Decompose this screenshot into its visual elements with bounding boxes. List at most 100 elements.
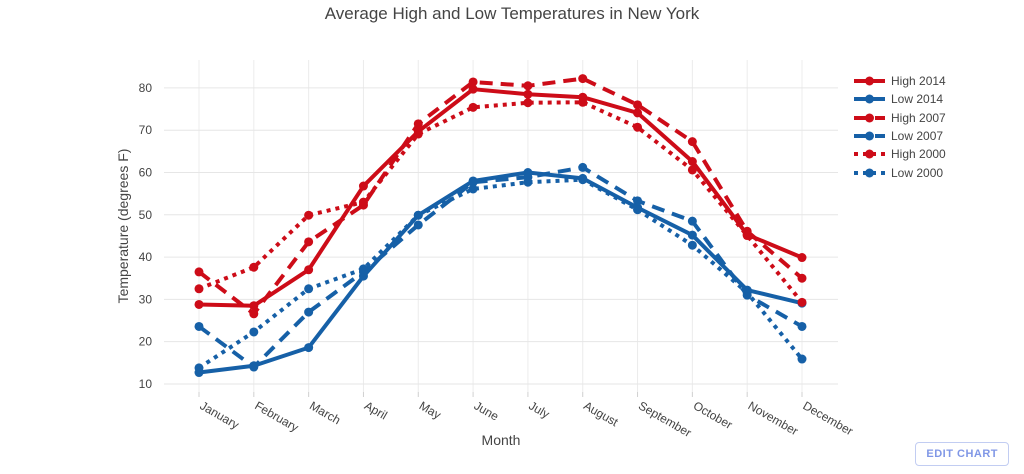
legend-marker-low-2000 [865,168,874,178]
series-line-high-2014 [198,87,803,308]
data-point-low-2007 [578,162,588,172]
data-point-high-2000 [633,122,643,132]
y-tick-label: 70 [139,123,153,137]
series-high-2014 [194,84,807,311]
data-point-low-2000 [578,175,588,185]
gridlines [164,60,838,392]
y-tick-label: 50 [139,208,153,222]
series-line-high-2007 [197,76,804,316]
legend-label-high-2014: High 2014 [891,74,946,89]
data-point-low-2000 [304,284,314,294]
x-tick-label: January [198,398,242,431]
data-point-high-2000 [578,97,588,107]
data-point-high-2007 [468,77,478,87]
legend-marker-low-2014 [865,94,874,104]
legend-line-sample-high-2000 [854,149,885,159]
data-point-low-2000 [249,327,259,337]
y-tick-labels: 10 20 30 40 50 60 70 80 [139,81,153,391]
data-point-low-2000 [742,288,752,298]
data-point-high-2000 [687,165,697,175]
data-point-high-2014 [523,89,533,99]
data-point-low-2007 [797,321,807,331]
legend-marker-high-2000 [865,149,874,159]
y-tick-label: 80 [139,81,153,95]
data-point-low-2007 [194,321,204,331]
data-point-high-2007 [797,273,807,283]
legend-item-high-2000[interactable]: High 2000 [853,145,946,163]
data-point-high-2007 [578,74,588,84]
data-point-low-2000 [194,363,204,373]
data-point-high-2000 [304,210,314,220]
legend-marker-high-2007 [865,113,874,123]
legend-label-high-2007: High 2007 [891,110,946,125]
x-tick-marks [198,392,803,397]
series-line-low-2014 [198,170,803,375]
data-point-high-2007 [249,309,259,319]
legend-line-sample-high-2007 [854,113,885,123]
data-point-high-2000 [358,197,368,207]
legend-item-low-2007[interactable]: Low 2007 [853,127,946,145]
x-tick-label: February [252,398,301,434]
data-point-low-2007 [249,362,259,372]
legend-label-low-2007: Low 2007 [891,129,944,144]
data-point-low-2014 [304,343,314,353]
legend-marker-high-2014 [865,76,874,86]
data-point-high-2007 [633,100,643,110]
data-point-high-2000 [249,262,259,272]
chart-title: Average High and Low Temperatures in New… [324,4,700,23]
y-tick-label: 60 [139,165,153,179]
y-tick-label: 40 [139,250,153,264]
legend-label-high-2000: High 2000 [891,147,946,162]
data-point-high-2014 [797,253,807,263]
legend-item-low-2014[interactable]: Low 2014 [853,90,946,108]
data-point-low-2000 [358,264,368,274]
data-point-high-2014 [468,84,478,94]
data-point-high-2007 [413,119,423,129]
data-point-high-2007 [304,237,314,247]
data-point-low-2000 [633,205,643,215]
data-point-low-2007 [413,220,423,230]
data-point-low-2000 [687,240,697,250]
data-point-high-2014 [304,265,314,275]
x-tick-label: October [691,398,735,431]
data-point-high-2007 [687,137,697,147]
data-point-high-2014 [687,157,697,167]
legend-item-low-2000[interactable]: Low 2000 [853,163,946,181]
data-point-high-2000 [468,102,478,112]
data-point-low-2007 [468,177,478,187]
legend-line-sample-low-2007 [854,131,885,141]
data-point-low-2014 [687,230,697,240]
data-point-high-2000 [742,231,752,241]
edit-chart-button[interactable]: EDIT CHART [915,442,1009,466]
x-tick-label: April [362,398,390,422]
legend: High 2014 Low 2014 High 2007 Low 2007 High 2… [853,72,946,182]
y-tick-label: 30 [139,292,153,306]
legend-marker-low-2007 [865,131,874,141]
x-tick-label: August [581,398,621,429]
legend-item-high-2007[interactable]: High 2007 [853,109,946,127]
data-point-low-2007 [687,216,697,226]
data-point-high-2007 [194,267,204,277]
data-point-high-2000 [194,284,204,294]
series-line-low-2000 [197,177,804,370]
x-tick-label: July [526,398,551,421]
y-axis-title: Temperature (degrees F) [115,148,131,304]
y-tick-label: 20 [139,335,153,349]
data-point-high-2014 [633,108,643,118]
series-line-high-2000 [198,100,804,304]
legend-item-high-2014[interactable]: High 2014 [853,72,946,90]
series-high-2000 [194,97,807,307]
data-point-high-2000 [523,98,533,108]
data-point-high-2007 [523,81,533,91]
x-tick-label: May [417,398,444,421]
data-point-high-2000 [797,297,807,307]
data-point-low-2000 [523,177,533,187]
data-point-low-2000 [797,354,807,364]
data-point-high-2014 [194,299,204,309]
legend-label-low-2014: Low 2014 [891,92,944,107]
data-point-low-2007 [633,196,643,206]
series-high-2007 [194,74,807,319]
legend-line-sample-low-2014 [854,94,885,104]
